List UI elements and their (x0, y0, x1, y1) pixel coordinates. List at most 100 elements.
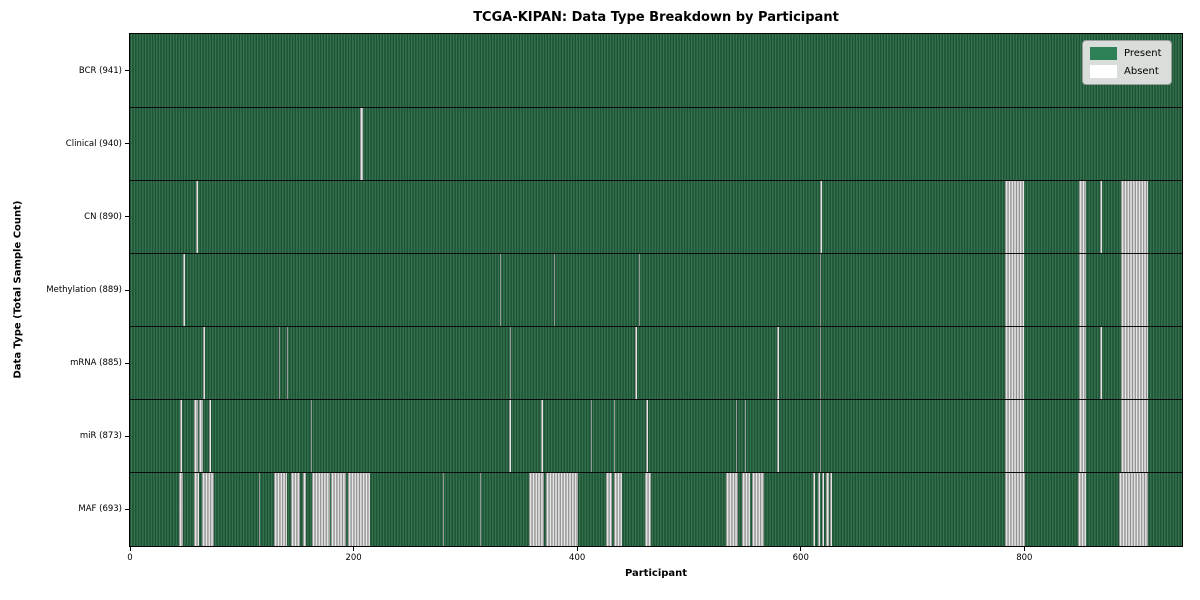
absent-segment (258, 472, 260, 546)
absent-segment (819, 326, 822, 400)
y-tick-mark (125, 289, 129, 291)
absent-segment (817, 472, 820, 546)
x-tick-mark (129, 547, 131, 551)
legend-item-absent: Absent (1090, 65, 1162, 78)
y-tick-label: BCR (941) (78, 65, 122, 76)
absent-segment (638, 253, 640, 327)
x-tick-mark (1023, 547, 1025, 551)
absent-segment (541, 399, 543, 473)
absent-segment (1005, 180, 1025, 254)
absent-segment (529, 472, 544, 546)
x-tick-label: 0 (127, 553, 133, 563)
legend-label-absent: Absent (1124, 66, 1159, 77)
y-tick-mark (125, 362, 129, 364)
absent-segment (360, 107, 363, 181)
absent-segment (741, 472, 751, 546)
absent-segment (614, 472, 622, 546)
absent-segment (1119, 472, 1149, 546)
absent-segment (819, 180, 822, 254)
row-divider (130, 252, 1182, 254)
absent-segment (1100, 180, 1102, 254)
absent-segment (1120, 399, 1149, 473)
absent-segment (202, 326, 205, 400)
absent-segment (735, 399, 738, 473)
absent-segment (348, 472, 371, 546)
y-tick-mark (125, 143, 129, 145)
absent-segment (645, 472, 651, 546)
y-tick-label: Methylation (889) (46, 285, 122, 295)
present-swatch-icon (1090, 47, 1117, 60)
absent-segment (1005, 399, 1025, 473)
x-tick-mark (576, 547, 578, 551)
x-tick-mark (800, 547, 802, 551)
legend: Present Absent (1082, 40, 1172, 85)
row-divider (130, 399, 1182, 401)
absent-segment (1079, 180, 1086, 254)
absent-segment (278, 326, 280, 400)
absent-segment (182, 253, 185, 327)
absent-segment (553, 253, 555, 327)
absent-segment (179, 472, 183, 546)
absent-segment (545, 472, 579, 546)
absent-segment (286, 326, 288, 400)
absent-segment (1079, 253, 1086, 327)
y-tick-label: Clinical (940) (65, 138, 122, 149)
absent-segment (819, 399, 822, 473)
absent-segment (199, 399, 203, 473)
absent-segment (590, 399, 592, 473)
absent-segment (1120, 180, 1149, 254)
y-tick-mark (125, 70, 129, 72)
y-tick-label: CN (890) (84, 211, 122, 222)
absent-segment (819, 253, 822, 327)
y-tick-label: mRNA (885) (70, 358, 122, 369)
row-divider (130, 472, 1182, 474)
absent-segment (826, 472, 829, 546)
absent-segment (1005, 472, 1026, 546)
x-tick-label: 800 (1016, 553, 1033, 563)
absent-segment (606, 472, 612, 546)
absent-segment (180, 399, 182, 473)
absent-segment (331, 472, 346, 546)
absent-segment (303, 472, 306, 546)
absent-segment (1079, 399, 1086, 473)
absent-segment (290, 472, 300, 546)
legend-item-present: Present (1090, 47, 1162, 60)
y-tick-mark (125, 508, 129, 510)
absent-segment (635, 326, 637, 400)
absent-segment (751, 472, 764, 546)
y-tick-label: MAF (693) (78, 504, 122, 515)
absent-segment (646, 399, 648, 473)
x-tick-label: 400 (569, 553, 586, 563)
absent-segment (479, 472, 482, 546)
absent-segment (1005, 326, 1025, 400)
x-tick-mark (353, 547, 355, 551)
absent-segment (508, 399, 512, 473)
x-tick-label: 200 (345, 553, 362, 563)
plot-area (129, 33, 1183, 547)
absent-segment (777, 326, 779, 400)
absent-segment (822, 472, 825, 546)
absent-segment (813, 472, 816, 546)
absent-segment (777, 399, 779, 473)
absent-segment (1120, 253, 1149, 327)
x-tick-label: 600 (792, 553, 809, 563)
legend-label-present: Present (1124, 48, 1162, 59)
absent-segment (500, 253, 502, 327)
absent-segment (193, 399, 199, 473)
y-tick-mark (125, 435, 129, 437)
x-axis-label: Participant (624, 568, 688, 579)
page-title: TCGA-KIPAN: Data Type Breakdown by Parti… (473, 10, 839, 25)
absent-segment (195, 180, 199, 254)
absent-segment (274, 472, 287, 546)
absent-swatch-icon (1090, 65, 1117, 78)
absent-segment (312, 472, 331, 546)
absent-segment (1005, 253, 1025, 327)
absent-segment (1120, 326, 1149, 400)
row-divider (130, 326, 1182, 328)
absent-segment (209, 399, 211, 473)
absent-segment (193, 472, 200, 546)
y-tick-label: miR (873) (79, 431, 122, 442)
absent-segment (443, 472, 445, 546)
row-divider (130, 106, 1182, 108)
